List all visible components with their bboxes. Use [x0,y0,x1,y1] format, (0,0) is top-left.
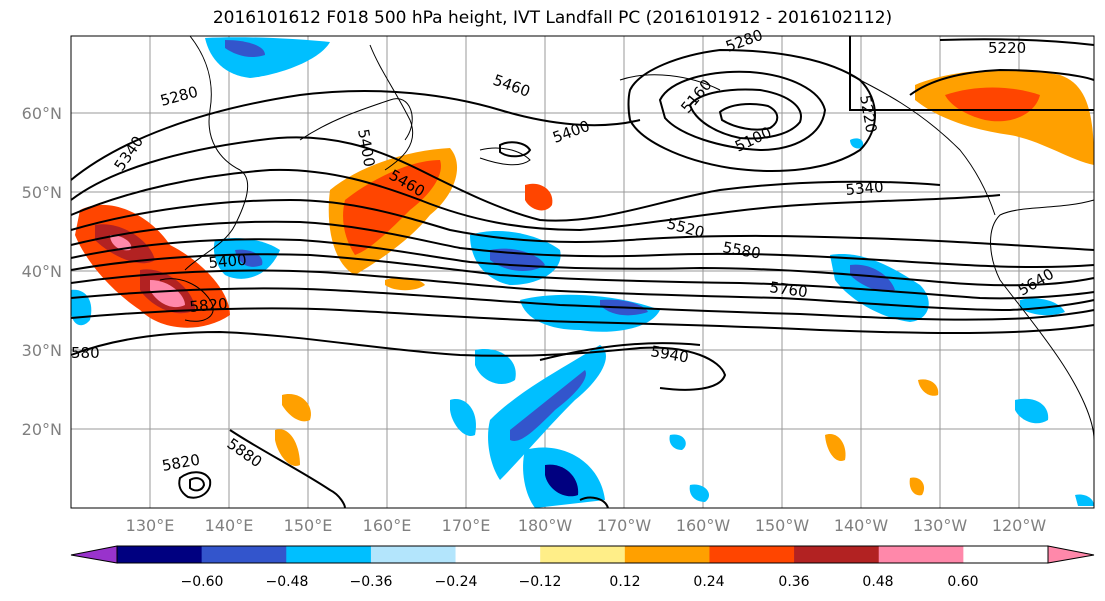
height-contours [70,36,1095,509]
lat-label: 40°N [22,262,62,281]
contour-label: 5820 [189,295,229,316]
lon-label: 120°W [992,516,1047,535]
colorbar-tick-label: −0.48 [266,574,309,590]
lon-label: 140°W [834,516,889,535]
lat-label: 60°N [22,104,62,123]
lon-label: 160°E [363,516,412,535]
colorbar-tick-label: −0.36 [350,574,393,590]
lat-label: 50°N [22,183,62,202]
contour-label: 580 [71,344,100,362]
lon-label: 160°W [676,516,731,535]
coastlines [159,35,1095,441]
colorbar-block [794,546,880,563]
ivt-negative-shading [71,37,1094,508]
lon-label: 130°E [126,516,175,535]
colorbar-tick-label: 0.60 [947,574,978,590]
contour-label: 5220 [988,39,1026,57]
colorbar-tick-label: 0.36 [778,574,809,590]
lon-label: 170°W [597,516,652,535]
colorbar-block [963,546,1049,563]
colorbar-tick-label: −0.60 [181,574,224,590]
colorbar-block [455,546,541,563]
map-title: 2016101612 F018 500 hPa height, IVT Land… [212,8,893,28]
lon-label: 180°W [518,516,573,535]
colorbar-block [624,546,710,563]
lon-label: 170°E [442,516,491,535]
contour-label: 5760 [768,278,808,301]
lat-label: 20°N [22,420,62,439]
colorbar-block [286,546,372,563]
colorbar-left-extension [70,545,118,564]
lon-label: 140°E [205,516,254,535]
lon-label: 130°W [913,516,968,535]
contour-label: 5340 [845,178,885,199]
longitude-labels: 130°E 140°E 150°E 160°E 170°E 180°W 170°… [126,516,1047,535]
colorbar-block [709,546,795,563]
contour-label: 5400 [208,251,248,272]
colorbar-right-extension [1047,545,1095,564]
colorbar: −0.60 −0.48 −0.36 −0.24 −0.12 0.12 0.24 … [70,545,1095,590]
ivt-positive-shading [75,69,1094,496]
colorbar-block [878,546,964,563]
colorbar-frame [116,545,1049,564]
lon-label: 150°W [755,516,810,535]
latitude-labels: 60°N 50°N 40°N 30°N 20°N [22,104,62,439]
colorbar-tick-label: 0.24 [693,574,724,590]
colorbar-block [540,546,626,563]
colorbar-tick-label: −0.12 [519,574,562,590]
map-border [70,35,1095,509]
colorbar-tick-label: −0.24 [435,574,478,590]
colorbar-tick-label: 0.12 [609,574,640,590]
lat-label: 30°N [22,341,62,360]
colorbar-block [117,546,203,563]
lon-label: 150°E [284,516,333,535]
colorbar-block [201,546,287,563]
colorbar-tick-label: 0.48 [862,574,893,590]
colorbar-block [370,546,457,563]
